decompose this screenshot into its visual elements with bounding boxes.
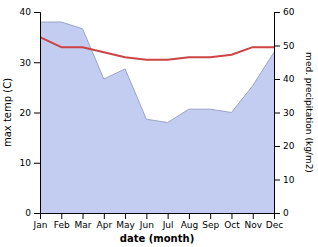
y-tick: 20 <box>20 108 40 118</box>
tick-mark <box>253 213 254 219</box>
x-tick: Mar <box>75 213 92 230</box>
y2-tick: 60 <box>274 7 295 17</box>
x-tick: Dec <box>266 213 283 230</box>
y2-tick: 50 <box>274 41 295 51</box>
tick-mark <box>34 213 40 214</box>
y2-tick: 40 <box>274 74 295 84</box>
x-tick: Apr <box>97 213 113 230</box>
area-edge <box>40 22 274 123</box>
tick-label: 50 <box>283 41 295 51</box>
x-axis-title: date (month) <box>120 233 194 244</box>
y2-tick: 10 <box>274 175 295 185</box>
tick-label: Jun <box>139 220 154 230</box>
tick-mark <box>34 113 40 114</box>
tick-label: Nov <box>244 220 262 230</box>
tick-label: Dec <box>266 220 283 230</box>
tick-label: 60 <box>283 7 295 17</box>
axis-line <box>275 13 281 214</box>
y-tick: 40 <box>20 7 40 17</box>
tick-label: Oct <box>224 220 240 230</box>
x-tick: May <box>116 213 135 230</box>
y-axis-title: max temp (C) <box>2 78 13 147</box>
plot-root: JanFebMarAprMayJunJulAugSepOctNovDec0102… <box>2 7 314 244</box>
tick-label: 30 <box>20 58 32 68</box>
tick-mark <box>274 79 280 80</box>
tick-label: 0 <box>25 208 31 218</box>
tick-mark <box>83 213 84 219</box>
tick-mark <box>274 180 280 181</box>
tick-label: 30 <box>283 108 295 118</box>
tick-label: 40 <box>20 7 32 17</box>
plot-area <box>40 22 274 213</box>
x-tick: Jan <box>33 213 48 230</box>
y-tick: 10 <box>20 158 40 168</box>
line <box>40 37 274 60</box>
x-tick: Feb <box>54 213 70 230</box>
tick-label: 20 <box>20 108 32 118</box>
y2-axis: 0 10 20 30 40 50 60 <box>274 7 295 218</box>
y-axis: 0 10 20 30 40 <box>20 7 41 218</box>
tick-mark <box>274 213 280 214</box>
tick-mark <box>34 62 40 63</box>
tick-mark <box>61 213 62 219</box>
y-tick: 0 <box>25 208 40 218</box>
x-axis: Jan Feb Mar AprMay Jun Jul AugSep Oct Nov Dec <box>33 213 284 230</box>
tick-mark <box>34 12 40 13</box>
y-tick: 30 <box>20 58 40 68</box>
chart: JanFebMarAprMayJunJulAugSepOctNovDec0102… <box>0 0 318 247</box>
axis-line <box>41 214 275 220</box>
tick-label: Apr <box>97 220 113 230</box>
tick-label: Mar <box>75 220 92 230</box>
axis-line <box>34 13 41 214</box>
x-tick: Aug <box>181 213 199 230</box>
tick-mark <box>231 213 232 219</box>
tick-mark <box>189 213 190 219</box>
tick-mark <box>210 213 211 219</box>
x-tick: Sep <box>202 213 219 230</box>
tick-label: Jul <box>162 220 174 230</box>
tick-mark <box>146 213 147 219</box>
y2-tick: 30 <box>274 108 295 118</box>
tick-mark <box>274 113 280 114</box>
tick-mark <box>274 46 280 47</box>
tick-mark <box>104 213 105 219</box>
tick-label: Sep <box>202 220 219 230</box>
tick-mark <box>168 213 169 219</box>
x-tick: Nov <box>244 213 262 230</box>
chart-container: JanFebMarAprMayJunJulAugSepOctNovDec0102… <box>0 0 318 247</box>
tick-label: 10 <box>20 158 32 168</box>
tick-label: May <box>116 220 135 230</box>
tick-mark <box>274 146 280 147</box>
tick-label: Jan <box>33 220 48 230</box>
tick-label: 20 <box>283 141 295 151</box>
tick-label: Feb <box>54 220 70 230</box>
tick-label: 40 <box>283 74 295 84</box>
tick-label: 0 <box>283 208 289 218</box>
tick-label: Aug <box>181 220 199 230</box>
x-tick: Jul <box>162 213 174 230</box>
tick-mark <box>34 163 40 164</box>
y2-tick: 20 <box>274 141 295 151</box>
tick-mark <box>125 213 126 219</box>
tick-mark <box>274 12 280 13</box>
x-tick: Oct <box>224 213 240 230</box>
x-tick: Jun <box>139 213 154 230</box>
area <box>40 22 274 213</box>
y2-tick: 0 <box>274 208 289 218</box>
y2-axis-title: med. precipitation (kg/m2) <box>304 52 314 173</box>
tick-label: 10 <box>283 175 295 185</box>
